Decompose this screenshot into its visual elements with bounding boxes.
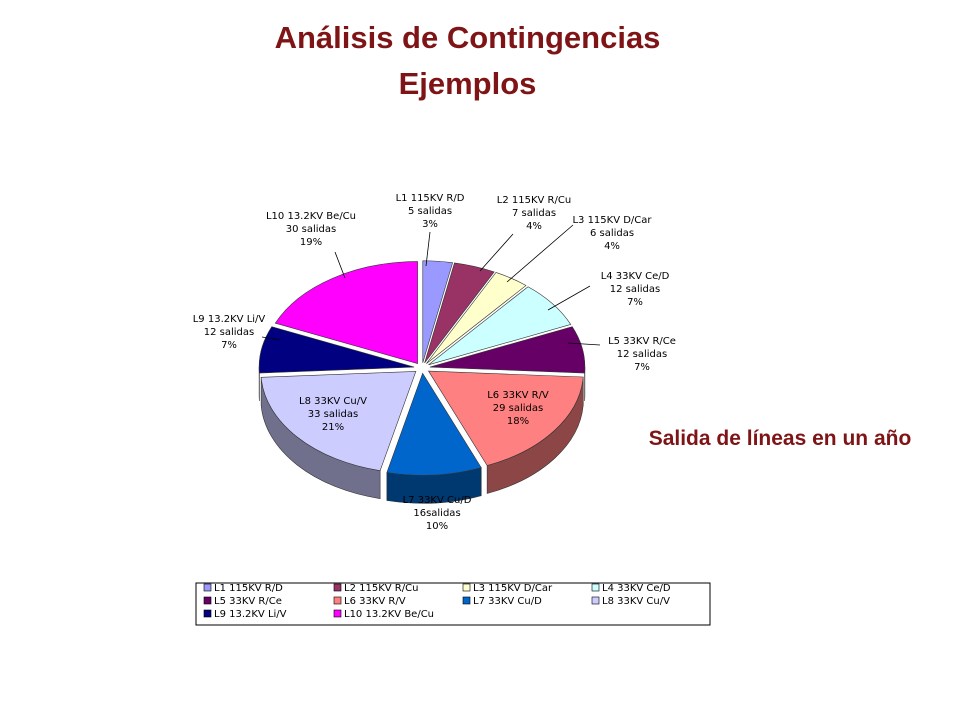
legend-swatch (591, 583, 600, 592)
data-label: 3% (422, 219, 438, 230)
data-label: L1 115KV R/D (396, 193, 465, 204)
pie-slice-l2 (424, 262, 495, 364)
legend-swatch (333, 609, 342, 618)
data-label: 33 salidas (308, 409, 358, 420)
leader-line (425, 231, 431, 267)
pie-slice-l5 (429, 326, 586, 374)
pie-slice-l10 (274, 261, 418, 364)
data-label: L5 33KV R/Ce (608, 336, 676, 347)
legend-swatch (333, 583, 342, 592)
legend-entry: L9 13.2KV Li/V (214, 609, 287, 620)
data-label: 6 salidas (590, 228, 634, 239)
legend-entry: L2 115KV R/Cu (344, 583, 418, 594)
data-label: 4% (604, 241, 620, 252)
legend-entry: L4 33KV Ce/D (602, 583, 671, 594)
pie-slice-l1 (422, 260, 454, 363)
legend-entry: L1 115KV R/D (214, 583, 283, 594)
data-label: 12 salidas (617, 349, 667, 360)
legend-entry: L6 33KV R/V (344, 596, 406, 607)
legend-swatch (203, 596, 212, 605)
pie-slice-l6 (427, 370, 584, 466)
legend-swatch (591, 596, 600, 605)
data-label: L3 115KV D/Car (572, 215, 652, 226)
pie-slice-l9 (258, 326, 415, 374)
legend-entry: L8 33KV Cu/V (602, 596, 670, 607)
data-label: 21% (322, 422, 344, 433)
legend-entry: L7 33KV Cu/D (473, 596, 542, 607)
page-subtitle: Ejemplos (398, 66, 537, 101)
data-label: L10 13.2KV Be/Cu (266, 211, 356, 222)
legend-entry: L10 13.2KV Be/Cu (344, 609, 434, 620)
data-label: 12 salidas (610, 284, 660, 295)
leader-line (547, 285, 591, 311)
data-label: 7% (221, 340, 237, 351)
data-label: 5 salidas (408, 206, 452, 217)
data-label: 7 salidas (512, 208, 556, 219)
data-label: 16salidas (413, 508, 460, 519)
data-label: 30 salidas (286, 224, 336, 235)
data-label: 7% (634, 362, 650, 373)
data-label: L4 33KV Ce/D (601, 271, 670, 282)
legend-swatch (462, 596, 471, 605)
data-label: L8 33KV Cu/V (299, 396, 367, 407)
legend-swatch (462, 583, 471, 592)
leader-line (261, 336, 281, 341)
data-label: 10% (426, 521, 448, 532)
leader-line (567, 342, 601, 346)
data-label: 18% (507, 416, 529, 427)
pie-slice-l4 (428, 286, 572, 366)
data-label: L7 33KV Cu/D (403, 495, 472, 506)
pie-tops (258, 260, 586, 476)
data-label: 29 salidas (493, 403, 543, 414)
data-label: L6 33KV R/V (487, 390, 549, 401)
legend-box (195, 582, 711, 626)
leader-line (334, 251, 346, 279)
legend-entry: L3 115KV D/Car (473, 583, 553, 594)
page-title: Análisis de Contingencias (274, 20, 661, 55)
leader-line (479, 233, 514, 272)
pie-slice-l8 (260, 371, 417, 471)
data-label: 7% (627, 297, 643, 308)
legend-swatch (333, 596, 342, 605)
data-label: L2 115KV R/Cu (497, 195, 571, 206)
leader-line (506, 224, 574, 283)
data-label: L9 13.2KV Li/V (193, 314, 266, 325)
legend-entry: L5 33KV R/Ce (214, 596, 282, 607)
legend: L1 115KV R/D L2 115KV R/Cu L3 115KV D/Car L… (195, 582, 711, 626)
chart-side-caption: Salida de líneas en un año (648, 427, 912, 450)
legend-swatch (203, 583, 212, 592)
data-label: 19% (300, 237, 322, 248)
pie-slice-l7 (386, 372, 482, 476)
data-label: 4% (526, 221, 542, 232)
data-label: 12 salidas (204, 327, 254, 338)
legend-swatch (203, 609, 212, 618)
pie-data-labels: L1 115KV R/D 5 salidas 3% L2 115KV R/Cu 7 sa… (193, 193, 676, 532)
